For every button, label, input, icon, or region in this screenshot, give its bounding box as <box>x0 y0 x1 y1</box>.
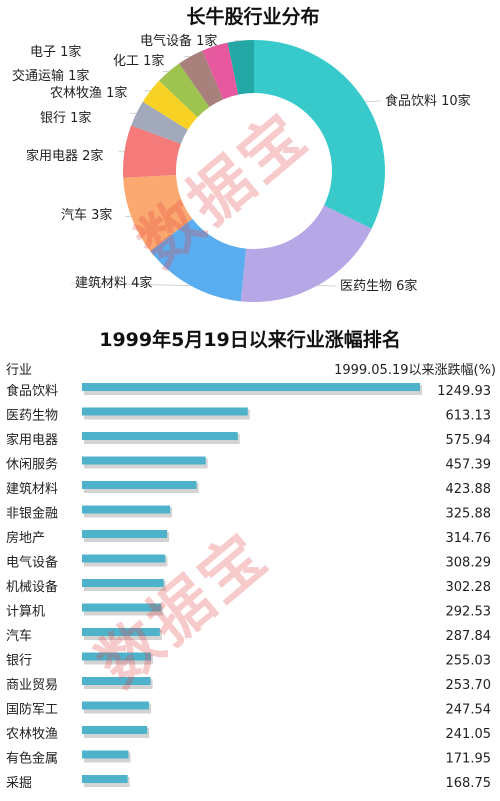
bar-category-label: 医药生物 <box>6 409 58 424</box>
column-header-industry: 行业 <box>6 363 32 378</box>
donut-slice <box>159 63 210 118</box>
bar-category-label: 电气设备 <box>6 555 58 571</box>
bar-value-label: 255.03 <box>446 654 492 669</box>
donut-slice <box>142 80 198 130</box>
bar-value-label: 241.05 <box>446 727 492 742</box>
donut-slice <box>150 218 247 302</box>
donut-slice-label: 医药生物 6家 <box>340 278 417 294</box>
bar-category-label: 家用电器 <box>6 432 58 448</box>
bar-value-label: 287.84 <box>446 629 492 644</box>
bar-value-label: 457.39 <box>446 458 492 473</box>
bar <box>82 652 151 661</box>
bar-value-label: 171.95 <box>446 752 492 767</box>
donut-slice-label: 农林牧渔 1家 <box>50 85 127 101</box>
bar-value-label: 1249.93 <box>437 384 491 399</box>
bar-value-label: 302.28 <box>446 580 492 595</box>
bar-value-label: 613.13 <box>446 409 492 424</box>
bar <box>82 701 149 710</box>
bar-category-label: 机械设备 <box>6 579 58 595</box>
donut-slice <box>123 125 181 178</box>
bar-value-label: 575.94 <box>446 433 492 448</box>
donut-slice-label: 电气设备 1家 <box>140 33 217 49</box>
bar-category-label: 商业贸易 <box>6 678 58 693</box>
donut-leader-line <box>365 100 382 103</box>
bar-category-label: 建筑材料 <box>6 481 58 497</box>
bar <box>82 775 128 783</box>
donut-slice <box>254 40 386 229</box>
bar-value-label: 247.54 <box>446 703 492 718</box>
bar <box>82 383 420 391</box>
donut-slice-label: 家用电器 2家 <box>26 148 103 164</box>
donut-slice-label: 化工 1家 <box>113 53 164 69</box>
bar-value-label: 253.70 <box>446 678 492 693</box>
bar-category-label: 食品饮料 <box>6 383 58 399</box>
bar <box>82 750 129 759</box>
bar <box>82 407 248 416</box>
bar-category-label: 非银金融 <box>6 506 58 522</box>
bar <box>82 554 166 563</box>
bar-category-label: 房地产 <box>6 530 45 546</box>
donut-slice-label: 银行 1家 <box>40 110 91 126</box>
bar <box>82 579 164 587</box>
donut-slice-label: 交通运输 1家 <box>12 68 89 84</box>
bar <box>82 481 197 489</box>
donut-slice <box>227 40 254 95</box>
bar-category-label: 银行 <box>6 654 32 669</box>
donut-slice-label: 建筑材料 4家 <box>75 275 152 291</box>
donut-slice <box>202 42 239 100</box>
bar-category-label: 采掘 <box>6 776 32 791</box>
bar <box>82 603 162 612</box>
bar <box>82 677 151 685</box>
donut-slice-label: 汽车 3家 <box>61 207 112 223</box>
bar-category-label: 汽车 <box>6 628 32 644</box>
donut-leader-line <box>70 282 191 286</box>
bar-category-label: 计算机 <box>6 605 45 620</box>
bar-value-label: 308.29 <box>446 556 492 571</box>
bar-value-label: 314.76 <box>446 531 492 546</box>
bar <box>82 530 168 538</box>
bar-title: 1999年5月19日以来行业涨幅排名 <box>99 328 401 351</box>
donut-slice <box>123 174 193 252</box>
bar <box>82 432 238 440</box>
bar-rows: 食品饮料 1249.93 医药生物 613.13 家用电器 575.94 休闲服务 457.3… <box>6 383 491 791</box>
bar-value-label: 325.88 <box>446 507 492 522</box>
donut-slice <box>240 205 372 303</box>
bar <box>82 628 160 636</box>
donut-slice-label: 食品饮料 10家 <box>385 93 471 109</box>
bar-category-label: 农林牧渔 <box>6 727 58 742</box>
bar-value-label: 292.53 <box>446 605 492 620</box>
donut-slice <box>131 101 188 144</box>
bar <box>82 726 148 734</box>
bar <box>82 505 171 514</box>
bar-category-label: 国防军工 <box>6 702 58 718</box>
bar-category-label: 有色金属 <box>6 751 58 767</box>
bar-category-label: 休闲服务 <box>6 457 58 473</box>
bar-value-label: 423.88 <box>446 482 492 497</box>
column-header-change: 1999.05.19以来涨跌幅(%) <box>334 362 496 378</box>
bar <box>82 456 206 465</box>
bar-chart: 1999年5月19日以来行业涨幅排名 行业 1999.05.19以来涨跌幅(%)… <box>6 328 496 791</box>
bar-value-label: 168.75 <box>446 776 492 791</box>
donut-slices <box>123 40 386 303</box>
donut-title: 长牛股行业分布 <box>186 5 319 28</box>
donut-slice <box>179 50 224 107</box>
donut-slice-label: 电子 1家 <box>30 44 81 60</box>
